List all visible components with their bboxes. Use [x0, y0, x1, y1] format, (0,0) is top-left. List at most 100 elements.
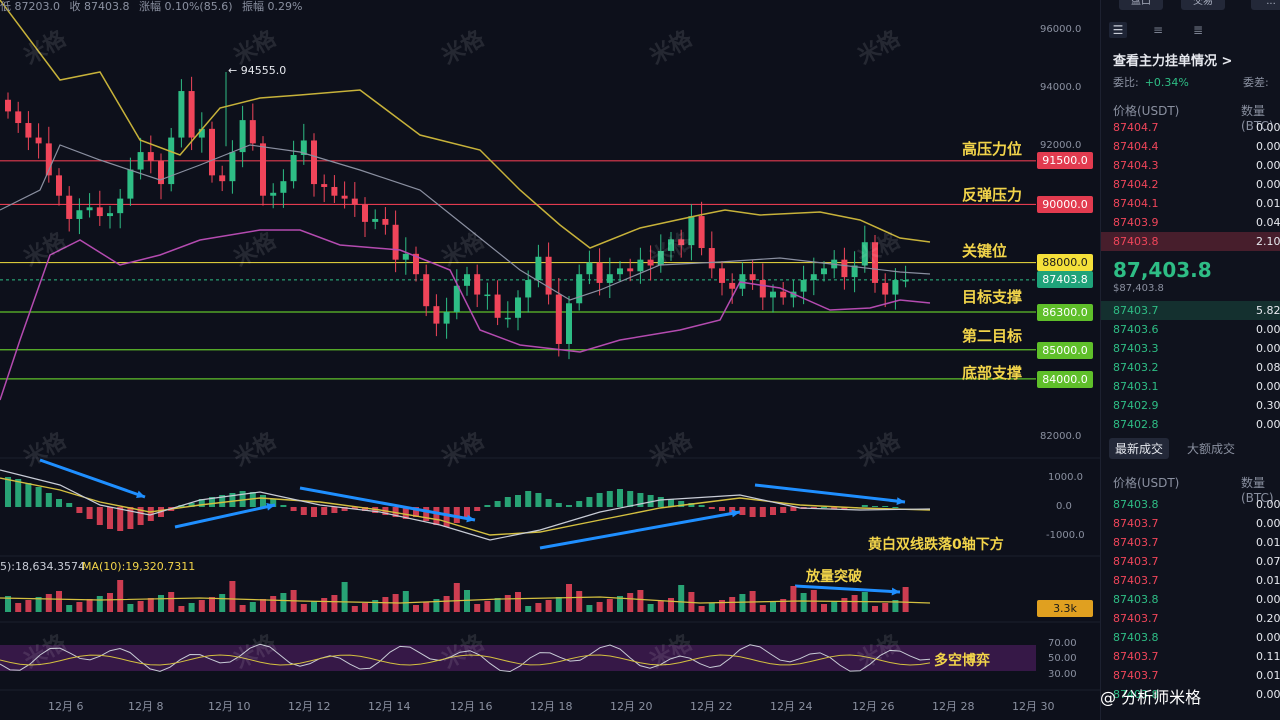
order-book-row[interactable]: 87404.7 0.00: [1101, 118, 1280, 137]
level-tag-84000[interactable]: 84000.0: [1037, 371, 1093, 388]
trade-row[interactable]: 87403.8 0.00: [1101, 685, 1280, 704]
row-price: 87403.8: [1113, 593, 1159, 606]
trade-row[interactable]: 87403.7 0.11: [1101, 647, 1280, 666]
macd-bar: [198, 499, 205, 507]
candle-body: [147, 152, 154, 161]
candle-body: [362, 204, 368, 222]
macd-bar: [188, 503, 195, 507]
order-book-row[interactable]: 87403.9 0.04: [1101, 213, 1280, 232]
row-price: 87403.6: [1113, 323, 1159, 336]
row-qty: 0.00: [1256, 418, 1280, 431]
volume-bar: [637, 590, 644, 612]
date-label: 12月 26: [852, 700, 895, 713]
trade-row[interactable]: 87403.7 0.01: [1101, 571, 1280, 590]
trade-row[interactable]: 87403.8 0.00: [1101, 628, 1280, 647]
rsi-axis-label: 70.00: [1048, 638, 1077, 649]
level-tag-86300[interactable]: 86300.0: [1037, 304, 1093, 321]
macd-bar: [504, 497, 511, 507]
top-button[interactable]: ...: [1251, 0, 1280, 10]
candle-body: [5, 99, 11, 112]
trade-row[interactable]: 87403.8 0.00: [1101, 495, 1280, 514]
macd-bar: [107, 507, 113, 529]
volume-bar: [596, 602, 603, 612]
macd-bar: [229, 493, 236, 507]
macd-bar: [443, 507, 450, 527]
order-book-row[interactable]: 87404.4 0.00: [1101, 137, 1280, 156]
row-qty: 0.20: [1256, 612, 1280, 625]
macd-bar: [494, 501, 501, 507]
top-button[interactable]: 盘口: [1119, 0, 1163, 10]
trade-row[interactable]: 87403.7 0.07: [1101, 552, 1280, 571]
order-book-row[interactable]: 87404.3 0.00: [1101, 156, 1280, 175]
main-orders-link[interactable]: 查看主力挂单情况 >: [1113, 54, 1233, 69]
order-book-row[interactable]: 87403.7 5.82: [1101, 301, 1280, 320]
trade-row[interactable]: 87403.7 0.20: [1101, 609, 1280, 628]
volume-bar: [147, 598, 154, 612]
order-book-bids-icon[interactable]: ≡: [1152, 23, 1164, 37]
row-price: 87403.7: [1113, 555, 1159, 568]
candle-body: [902, 280, 909, 282]
order-book-row[interactable]: 87403.2 0.08: [1101, 358, 1280, 377]
candle-body: [861, 242, 868, 266]
trade-row[interactable]: 87403.7 0.01: [1101, 666, 1280, 685]
info-close: 收 87403.8: [69, 0, 130, 13]
top-button[interactable]: 交易: [1181, 0, 1225, 10]
level-tag-90000[interactable]: 90000.0: [1037, 196, 1093, 213]
order-book-row[interactable]: 87402.8 0.00: [1101, 415, 1280, 434]
qty-header: 数量(BTC): [1241, 476, 1274, 505]
volume-bar: [15, 603, 22, 612]
order-book-row[interactable]: 87403.6 0.00: [1101, 320, 1280, 339]
volume-bar: [168, 592, 175, 612]
order-book-row[interactable]: 87403.8 2.10: [1101, 232, 1280, 251]
candle-body: [25, 123, 32, 138]
order-book-row[interactable]: 87404.1 0.01: [1101, 194, 1280, 213]
candle-body: [749, 274, 756, 281]
current-price-tag[interactable]: 87403.8: [1037, 271, 1093, 288]
order-book-row[interactable]: 87403.1 0.00: [1101, 377, 1280, 396]
volume-bar: [657, 601, 664, 612]
candle-body: [617, 268, 623, 275]
row-price: 87403.7: [1113, 304, 1159, 317]
level-tag-85000[interactable]: 85000.0: [1037, 342, 1093, 359]
volume-bar: [107, 593, 113, 612]
macd-bar: [515, 495, 521, 507]
order-book-asks-icon[interactable]: ≣: [1192, 23, 1204, 37]
tab-latest-trades[interactable]: 最新成交: [1109, 438, 1170, 459]
row-qty: 0.01: [1256, 536, 1280, 549]
order-book-row[interactable]: 87402.9 0.30: [1101, 396, 1280, 415]
trade-row[interactable]: 87403.7 0.00: [1101, 514, 1280, 533]
candle-body: [423, 274, 430, 307]
order-book-row[interactable]: 87403.3 0.00: [1101, 339, 1280, 358]
tab-large-trades[interactable]: 大额成交: [1187, 442, 1236, 456]
macd-bar: [545, 499, 552, 507]
order-book-row[interactable]: 87404.2 0.00: [1101, 175, 1280, 194]
info-change: 涨幅 0.10%(85.6): [138, 0, 233, 13]
macd-bar: [300, 507, 307, 515]
level-label-key: 关键位: [962, 242, 1008, 260]
macd-bar: [35, 487, 42, 507]
volume-bar: [586, 605, 593, 612]
row-qty: 0.00: [1256, 342, 1280, 355]
candle-body: [555, 294, 562, 344]
chart-area[interactable]: 低 87203.0 收 87403.8 涨幅 0.10%(85.6) 振幅 0.…: [0, 0, 1100, 720]
bollinger-lower: [0, 229, 931, 401]
order-book-both-icon[interactable]: ☰: [1109, 22, 1127, 38]
price-chart-canvas[interactable]: [0, 0, 1100, 720]
level-tag-91500[interactable]: 91500.0: [1037, 152, 1093, 169]
bid-ask-ratio: 委比: +0.34%: [1113, 74, 1189, 90]
rsi-annotation: 多空博弈: [934, 653, 990, 669]
row-qty: 0.00: [1256, 178, 1280, 191]
volume-bar: [464, 590, 470, 612]
trade-row[interactable]: 87403.7 0.01: [1101, 533, 1280, 552]
candle-body: [504, 317, 511, 320]
row-price: 87403.7: [1113, 612, 1159, 625]
level-tag-88000[interactable]: 88000.0: [1037, 254, 1093, 271]
macd-axis-label: 0.0: [1056, 501, 1072, 512]
row-qty: 0.08: [1256, 361, 1280, 374]
row-price: 87404.1: [1113, 197, 1159, 210]
row-price: 87403.8: [1113, 631, 1159, 644]
macd-bar: [311, 507, 317, 517]
trade-row[interactable]: 87403.8 0.00: [1101, 590, 1280, 609]
date-label: 12月 20: [610, 700, 653, 713]
macd-bar: [872, 506, 878, 507]
